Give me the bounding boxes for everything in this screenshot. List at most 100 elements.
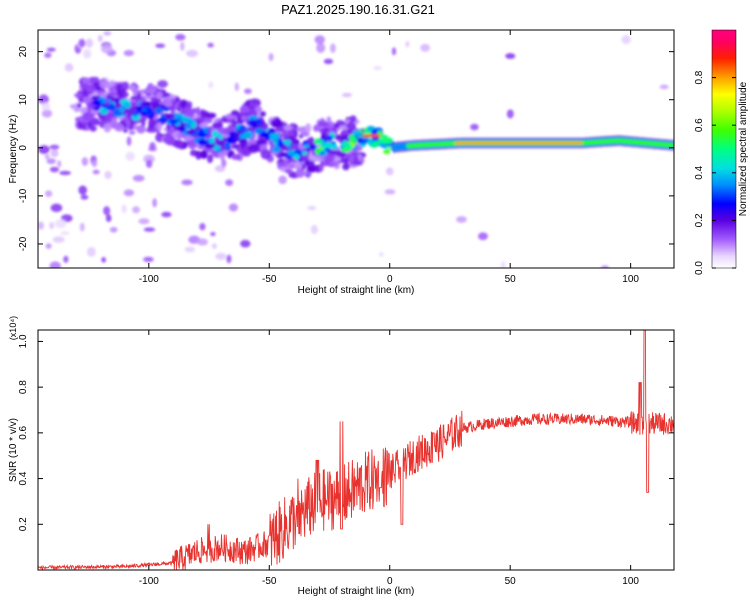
heatmap-cell	[143, 256, 154, 263]
heatmap-cell	[125, 118, 131, 129]
heatmap-cell	[175, 33, 186, 41]
heatmap-cell	[206, 154, 213, 164]
heatmap-cell	[176, 131, 183, 141]
heatmap-cell	[99, 79, 111, 89]
heatmap-cell	[132, 174, 145, 182]
heatmap-cell	[208, 137, 215, 144]
heatmap-cell	[143, 154, 155, 164]
heatmap-cell	[81, 77, 91, 84]
heatmap-cell	[92, 99, 102, 106]
heatmap-cell	[138, 218, 150, 225]
heatmap-cell	[225, 179, 234, 186]
heatmap-cell	[269, 133, 276, 141]
heatmap-cell	[251, 104, 256, 111]
heatmap-cell	[181, 179, 193, 186]
heatmap-cell	[59, 170, 72, 176]
heatmap-cell	[123, 92, 129, 98]
heatmap-cell	[121, 204, 127, 214]
x-tick-label: -50	[262, 576, 277, 587]
heatmap-cell	[325, 135, 333, 141]
heatmap-cell	[341, 92, 353, 98]
heatmap-cell	[50, 203, 63, 213]
colorbar-gradient	[711, 29, 737, 269]
heatmap-cell	[198, 138, 208, 146]
heatmap-cell	[211, 130, 219, 138]
heatmap-cell	[38, 145, 50, 154]
x-tick-label: -50	[262, 274, 277, 285]
heatmap-cell	[294, 162, 303, 170]
heatmap-cell	[500, 261, 506, 268]
heatmap-cell	[366, 138, 374, 145]
x-tick-label: 0	[387, 576, 393, 587]
heatmap-cell	[377, 138, 384, 144]
heatmap-cell	[405, 40, 410, 48]
heatmap-cell	[92, 169, 100, 175]
heatmap-cell	[155, 43, 166, 49]
heatmap-cell	[285, 168, 294, 174]
heatmap-cell	[49, 166, 60, 173]
heatmap-cell	[342, 163, 350, 171]
snr-frame	[37, 329, 675, 571]
heatmap-cell	[80, 194, 89, 200]
heatmap-cell	[293, 129, 298, 138]
heatmap-cell	[323, 153, 335, 163]
heatmap-cell	[287, 150, 295, 156]
heatmap-cell	[107, 92, 119, 97]
heatmap-cell	[101, 257, 106, 263]
heatmap-cell	[144, 88, 156, 94]
heatmap-blobs	[38, 31, 674, 268]
heatmap-cell	[73, 93, 82, 98]
heatmap-cell	[326, 116, 332, 123]
heatmap-cell	[105, 214, 112, 222]
heatmap-cell	[161, 211, 172, 218]
heatmap-cell	[267, 128, 276, 135]
heatmap-cell	[41, 109, 53, 118]
heatmap-cell	[281, 160, 289, 168]
heatmap-cell	[241, 115, 246, 121]
heatmap-cell	[382, 137, 394, 144]
heatmap-cell	[470, 123, 479, 131]
heatmap-cell	[174, 140, 184, 149]
heatmap-cell	[283, 125, 292, 131]
heatmap-cell	[64, 63, 74, 72]
heatmap-cell	[307, 206, 317, 211]
x-tick-label: 100	[622, 274, 639, 285]
x-tick-label: 50	[505, 274, 517, 285]
heatmap-cell	[45, 243, 52, 249]
heatmap-cell	[145, 159, 153, 169]
heatmap-cell	[154, 107, 163, 115]
heatmap-cell	[210, 232, 216, 237]
snr-series-line	[38, 330, 674, 570]
heatmap-cell	[277, 139, 284, 148]
heatmap-cell	[143, 227, 156, 232]
heatmap-cell	[141, 120, 146, 127]
heatmap-cell	[205, 112, 217, 119]
heatmap-cell	[211, 243, 217, 249]
heatmap-cell	[163, 135, 176, 145]
heatmap-cell	[268, 53, 274, 62]
heatmap-cell	[149, 141, 156, 151]
heatmap-cell	[207, 42, 214, 48]
heatmap-cell	[145, 108, 154, 116]
colorbar-label: Normalized spectral amplitude	[738, 81, 749, 216]
heatmap-cell	[270, 118, 282, 128]
heatmap-cell	[244, 88, 252, 94]
heatmap-cell	[52, 236, 65, 243]
heatmap-cell	[256, 138, 266, 145]
heatmap-cell	[231, 144, 240, 149]
heatmap-cell	[314, 35, 325, 45]
heatmap-cell	[164, 99, 173, 108]
heatmap-cell	[123, 189, 135, 197]
x-tick-label: -100	[139, 576, 159, 587]
heatmap-cell	[286, 158, 297, 163]
heatmap-cell	[274, 127, 285, 132]
heatmap-cell	[220, 154, 225, 163]
heatmap-cell	[226, 136, 237, 144]
heatmap-cell	[352, 130, 361, 136]
heatmap-cell	[208, 133, 214, 139]
heatmap-cell	[85, 38, 94, 48]
heatmap-cell	[506, 109, 514, 119]
heatmap-cell	[83, 49, 92, 59]
heatmap-cell	[180, 41, 185, 51]
